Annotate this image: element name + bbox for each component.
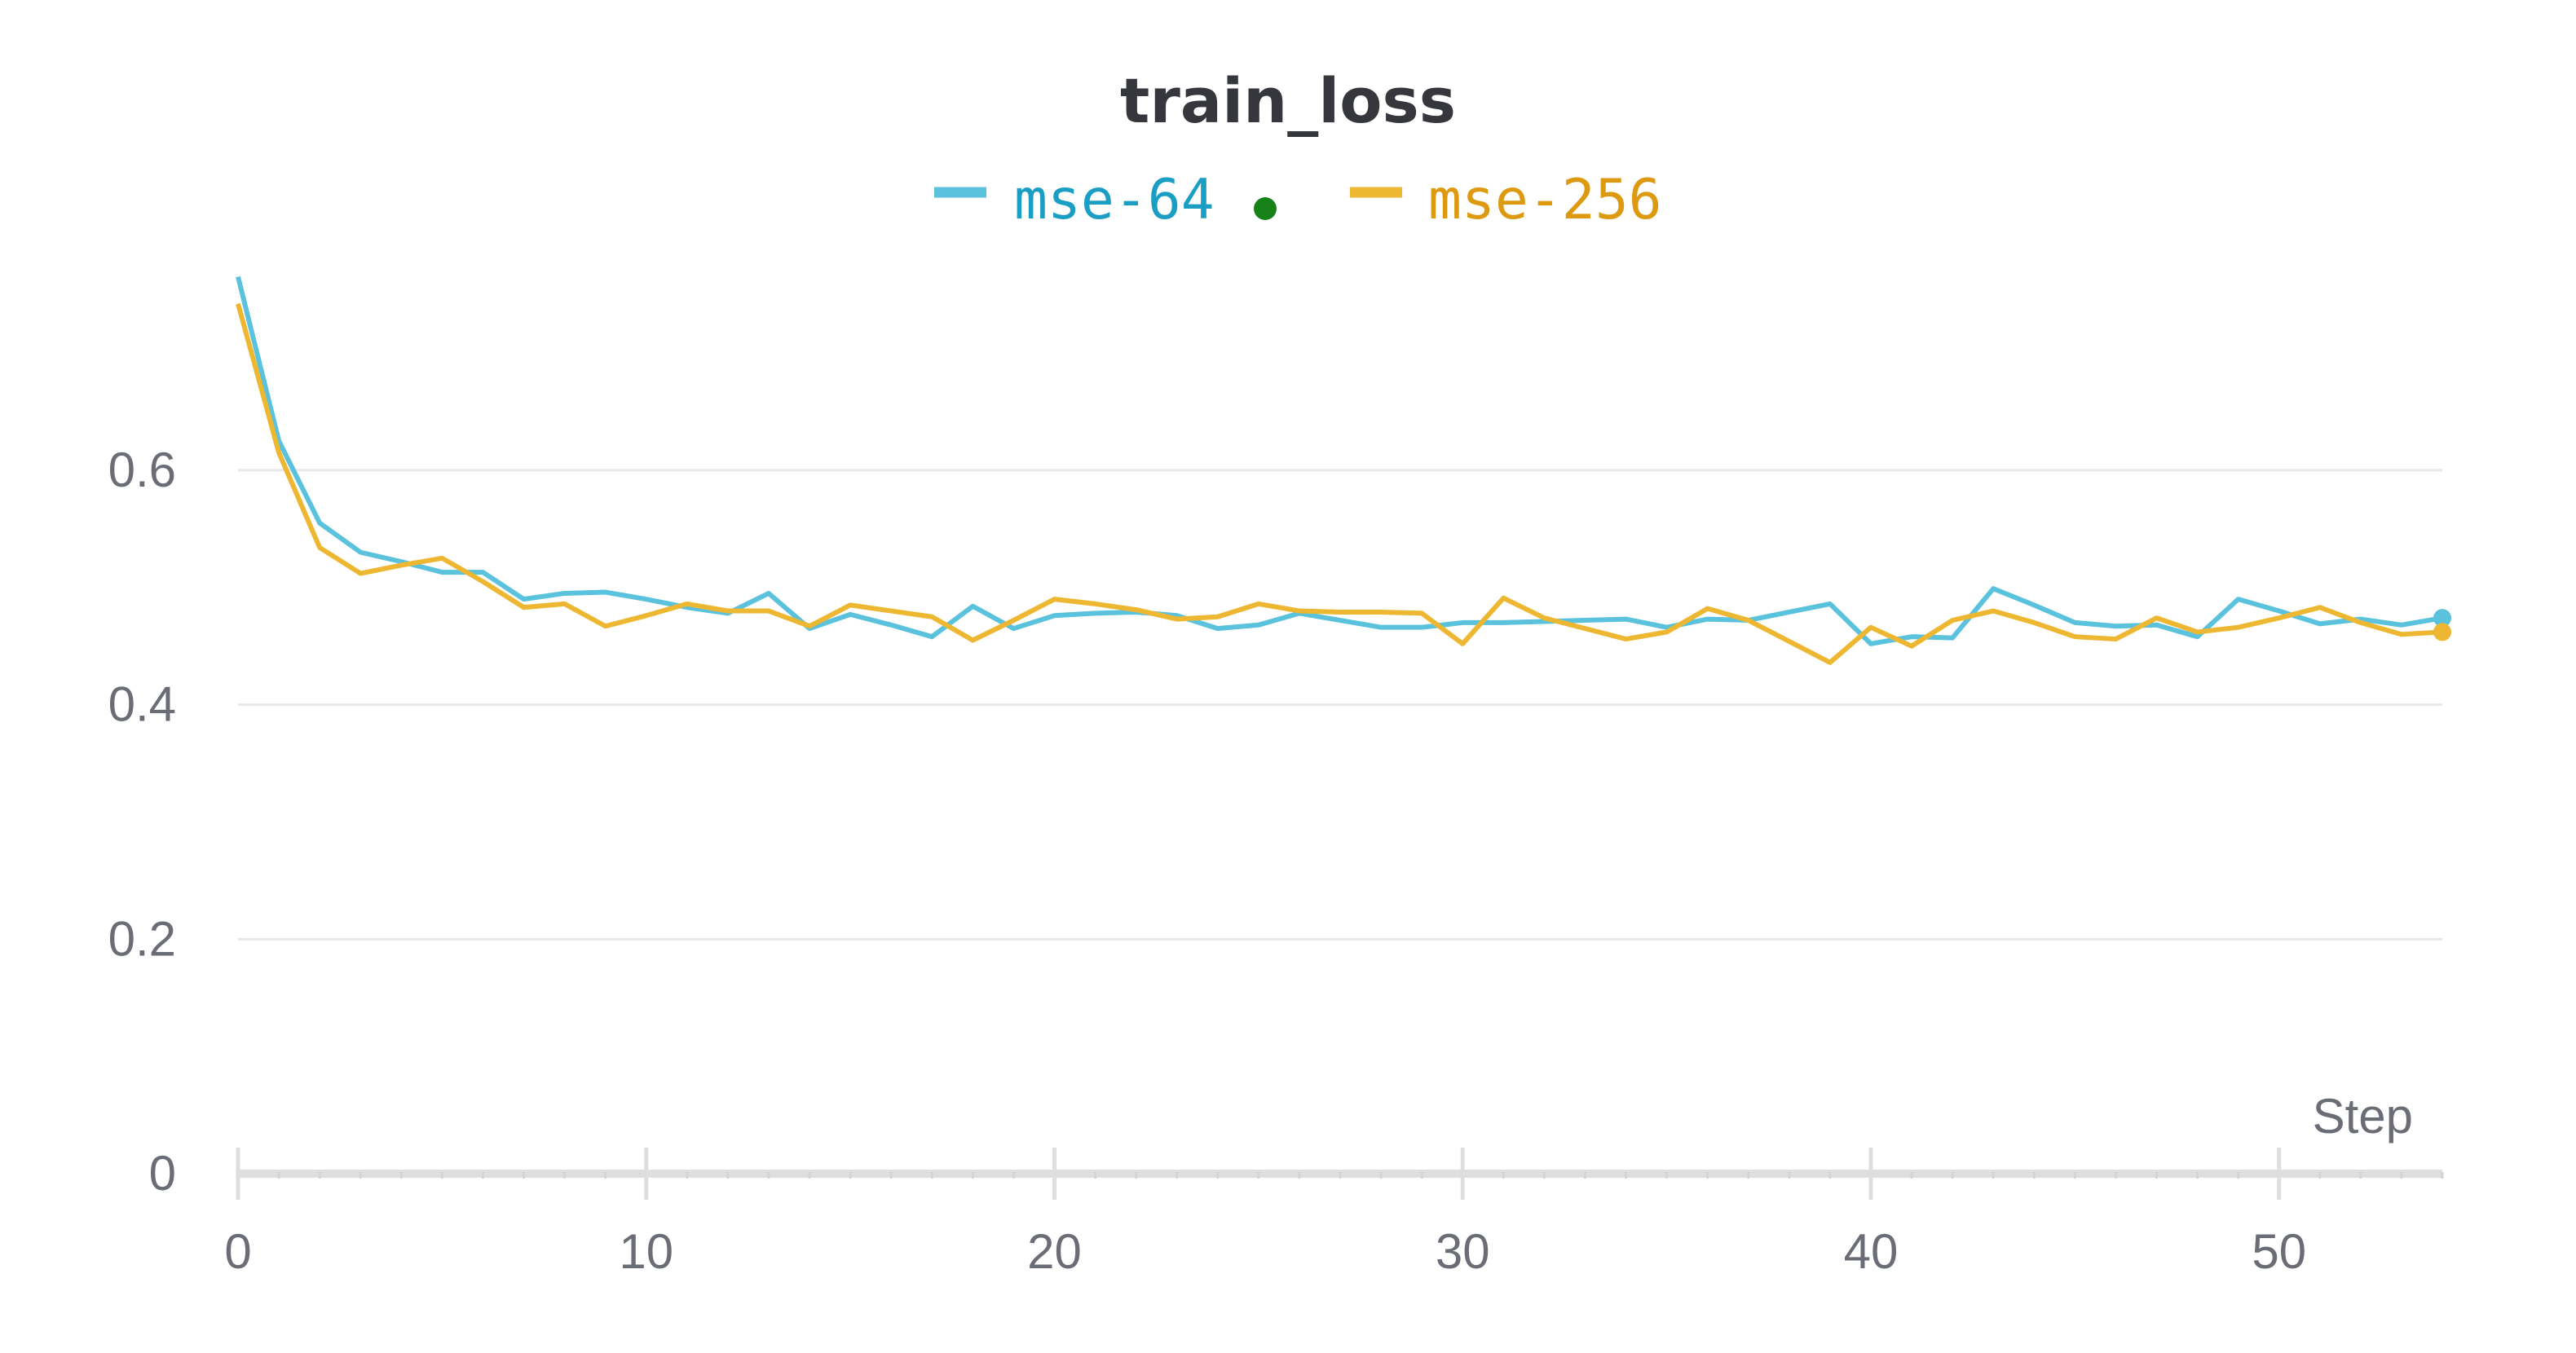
- legend: mse-64 mse-256: [934, 168, 1662, 232]
- y-tick-label: 0.6: [108, 443, 176, 497]
- legend-label: mse-256: [1428, 168, 1662, 232]
- chart-title: train_loss: [1120, 64, 1456, 137]
- x-tick-label: 20: [1027, 1224, 1082, 1279]
- y-axis: 0 0.2 0.4 0.6: [108, 443, 176, 1201]
- legend-selected-dot: [1254, 197, 1277, 220]
- x-tick-label: 50: [2252, 1224, 2306, 1279]
- y-tick-label: 0.2: [108, 911, 176, 966]
- grid-lines: [238, 469, 2442, 941]
- legend-label: mse-64: [1014, 168, 1215, 232]
- x-axis: 0 10 20 30 40 50: [224, 1148, 2444, 1279]
- x-tick-label: 30: [1436, 1224, 1490, 1279]
- series-line-mse-256: [236, 302, 2443, 665]
- x-tick-label: 40: [1844, 1224, 1899, 1279]
- x-tick-label: 0: [224, 1224, 251, 1279]
- x-axis-title: Step: [2313, 1089, 2413, 1144]
- series-line-mse-64: [236, 275, 2443, 646]
- series-layer: [236, 275, 2451, 665]
- y-tick-label: 0: [149, 1146, 176, 1201]
- y-tick-label: 0.4: [108, 677, 176, 732]
- series-end-point-mse-64: [2433, 609, 2451, 628]
- series-end-point-mse-256: [2433, 623, 2451, 641]
- x-tick-label: 10: [619, 1224, 673, 1279]
